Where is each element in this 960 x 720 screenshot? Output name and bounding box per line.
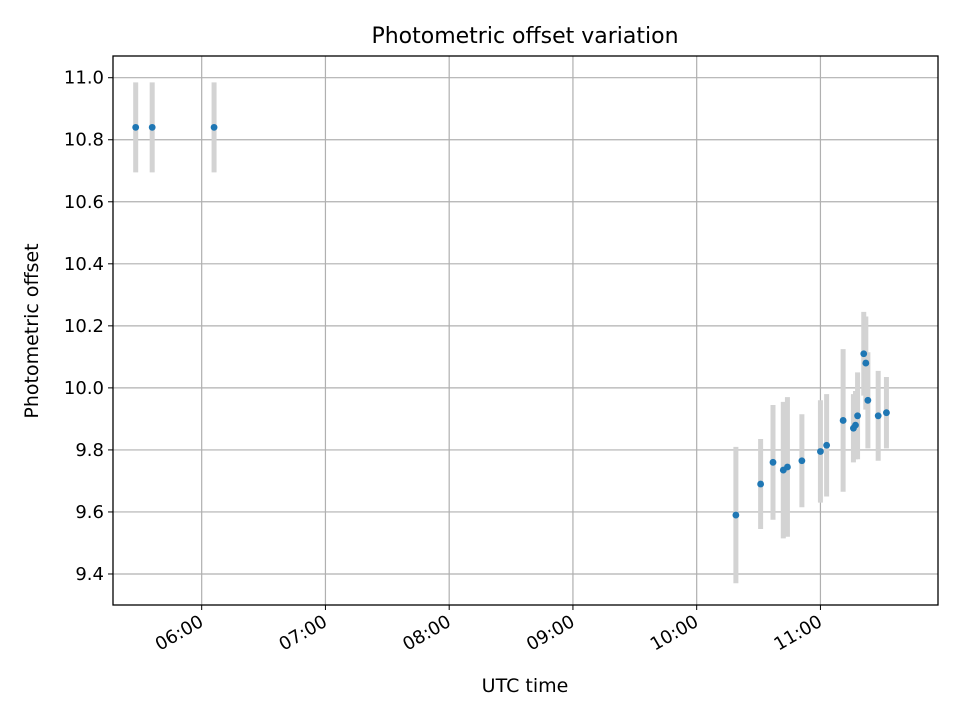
data-point [854,412,861,420]
y-tick-label: 9.6 [75,502,104,523]
data-point [862,359,870,367]
y-tick-label: 10.6 [64,192,104,213]
data-point [732,511,740,519]
data-point [210,123,218,131]
data-point [757,480,765,488]
data-point [874,412,882,420]
y-tick-label: 10.4 [64,254,104,275]
data-point [798,457,806,465]
data-point [769,458,777,466]
grid [113,56,938,605]
y-tick-label: 10.2 [64,316,104,337]
data-point [839,417,847,424]
y-tick-label: 10.8 [64,130,104,151]
data-point [823,441,831,449]
chart-title: Photometric offset variation [371,24,678,49]
data-point [883,409,890,417]
data-point [148,123,156,131]
y-tick-label: 11.0 [64,68,104,89]
data-point [860,350,868,358]
x-axis-label: UTC time [482,675,569,697]
data-point [817,448,824,455]
y-tick-label: 9.8 [75,440,104,461]
data-point [132,123,140,131]
y-axis-label: Photometric offset [21,243,43,418]
data-points [132,123,890,519]
data-point [784,463,791,471]
y-tick-label: 10.0 [64,378,104,399]
data-point [852,421,859,429]
plot-frame [112,55,939,606]
data-point [864,396,872,404]
y-tick-label: 9.4 [75,564,104,585]
